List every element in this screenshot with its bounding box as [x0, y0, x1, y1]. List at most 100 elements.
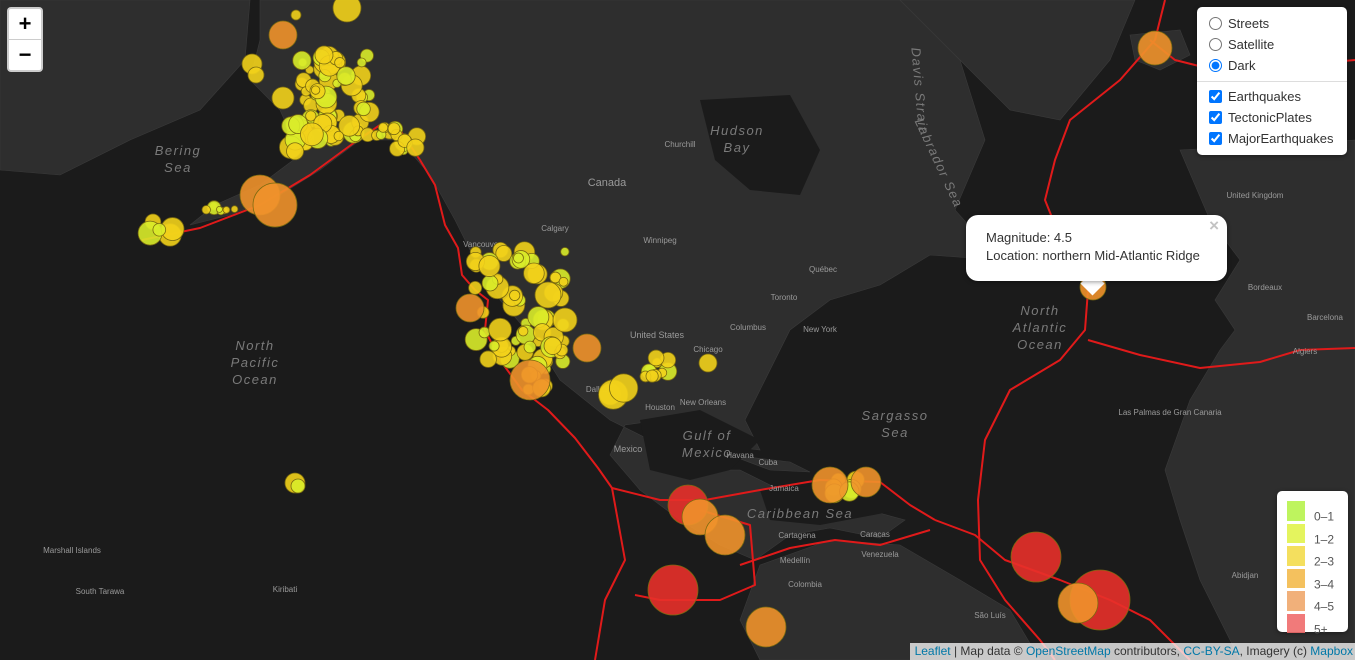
earthquake-marker[interactable] — [647, 349, 665, 367]
greenland — [899, 0, 1136, 121]
earthquake-marker[interactable] — [356, 101, 371, 117]
place-label: São Luís — [974, 611, 1006, 620]
earthquake-marker[interactable] — [523, 262, 545, 285]
legend-swatch — [1287, 523, 1305, 543]
earthquake-marker[interactable] — [572, 333, 602, 363]
place-label: Calgary — [541, 224, 569, 233]
earthquake-marker[interactable] — [1057, 582, 1099, 624]
earthquake-marker[interactable] — [609, 373, 639, 403]
earthquake-marker[interactable] — [1137, 30, 1173, 66]
earthquake-marker[interactable] — [455, 293, 485, 323]
earthquake-marker[interactable] — [290, 478, 306, 494]
earthquake-marker[interactable] — [478, 255, 501, 277]
earthquake-marker[interactable] — [698, 353, 718, 373]
attribution-link[interactable]: CC-BY-SA — [1183, 644, 1240, 658]
earthquake-marker[interactable] — [543, 336, 562, 355]
earthquake-marker[interactable] — [356, 57, 367, 68]
place-label: Churchill — [664, 140, 695, 149]
legend-label: 0–1 — [1314, 509, 1335, 524]
earthquake-marker[interactable] — [201, 205, 211, 215]
place-label: New Orleans — [680, 398, 726, 407]
earthquake-marker[interactable] — [509, 289, 521, 301]
earthquake-marker[interactable] — [523, 340, 537, 354]
earthquake-marker[interactable] — [314, 45, 334, 65]
earthquake-marker[interactable] — [647, 564, 699, 616]
earthquake-marker[interactable] — [513, 252, 524, 264]
earthquake-marker[interactable] — [333, 130, 344, 142]
earthquake-marker[interactable] — [292, 50, 312, 71]
earthquake-marker[interactable] — [549, 271, 562, 284]
plate-boundary — [1087, 339, 1355, 369]
earthquake-marker[interactable] — [1010, 531, 1062, 583]
earthquake-marker[interactable] — [534, 281, 562, 309]
earthquake-marker[interactable] — [377, 122, 389, 133]
ocean-label: Gulf of — [683, 428, 732, 443]
earthquake-marker[interactable] — [338, 115, 360, 137]
overlay-checkbox[interactable] — [1209, 111, 1222, 124]
ocean-label: Bering — [155, 143, 202, 158]
earthquake-marker[interactable] — [478, 326, 491, 339]
earthquake-marker[interactable] — [268, 20, 298, 50]
earthquake-marker[interactable] — [406, 138, 425, 157]
overlay-label: MajorEarthquakes — [1228, 131, 1334, 146]
earthquake-marker[interactable] — [481, 274, 499, 292]
earthquake-marker[interactable] — [336, 66, 356, 86]
plate-boundary — [141, 124, 613, 489]
earthquake-marker[interactable] — [332, 0, 362, 23]
earthquake-marker[interactable] — [230, 205, 239, 213]
earthquake-marker[interactable] — [479, 350, 497, 368]
earthquake-marker[interactable] — [252, 182, 298, 228]
overlay-checkbox[interactable] — [1209, 132, 1222, 145]
ocean-label: Atlantic — [1012, 320, 1068, 335]
base-layer-radio[interactable] — [1209, 59, 1222, 72]
earthquake-marker[interactable] — [334, 57, 346, 69]
earthquake-marker[interactable] — [216, 205, 223, 213]
base-layer-radio[interactable] — [1209, 17, 1222, 30]
earthquake-marker[interactable] — [488, 317, 512, 342]
legend-item: 4–5 — [1287, 591, 1338, 614]
legend-item: 3–4 — [1287, 568, 1338, 591]
earthquake-marker[interactable] — [509, 359, 551, 401]
earthquake-marker[interactable] — [305, 110, 317, 122]
earthquake-marker[interactable] — [704, 514, 746, 556]
earthquake-marker[interactable] — [387, 122, 401, 136]
place-label: Québec — [809, 265, 837, 274]
earthquake-marker[interactable] — [811, 466, 849, 504]
earthquake-marker[interactable] — [300, 122, 324, 147]
earthquake-marker[interactable] — [645, 369, 659, 383]
ocean-label: Ocean — [1017, 337, 1063, 352]
place-label: Dallas — [586, 385, 608, 394]
place-label: Mexico — [614, 444, 643, 454]
base-layer-label: Dark — [1228, 58, 1256, 73]
legend-item: 0–1 — [1287, 501, 1338, 524]
base-layer-radio[interactable] — [1209, 38, 1222, 51]
earthquake-marker[interactable] — [850, 466, 882, 498]
earthquake-marker[interactable] — [468, 280, 483, 295]
earthquake-marker[interactable] — [286, 142, 304, 161]
overlay-label: Earthquakes — [1228, 89, 1301, 104]
earthquake-marker[interactable] — [560, 247, 570, 257]
overlay-checkbox[interactable] — [1209, 90, 1222, 103]
earthquake-marker[interactable] — [290, 9, 302, 21]
place-label: Abidjan — [1232, 571, 1259, 580]
earthquake-marker[interactable] — [558, 276, 569, 287]
earthquake-marker[interactable] — [745, 606, 787, 648]
zoom-in[interactable]: + — [18, 11, 32, 36]
earthquake-marker[interactable] — [247, 66, 265, 84]
earthquake-marker[interactable] — [271, 86, 295, 110]
zoom-out[interactable]: − — [9, 39, 41, 70]
earthquake-marker[interactable] — [222, 206, 231, 214]
earthquake-marker[interactable] — [152, 222, 167, 237]
earthquake-marker[interactable] — [518, 326, 529, 337]
attribution-text: contributors, — [1110, 644, 1184, 658]
popup-close[interactable]: × — [1209, 216, 1219, 235]
attribution-link[interactable]: OpenStreetMap — [1025, 644, 1111, 658]
place-label: Algiers — [1293, 347, 1317, 356]
earthquake-marker[interactable] — [488, 340, 500, 352]
attribution-link[interactable]: Leaflet — [914, 644, 951, 658]
earthquake-marker[interactable] — [311, 85, 321, 95]
attribution-link[interactable]: Mapbox — [1310, 644, 1353, 658]
earthquake-marker[interactable] — [552, 307, 578, 333]
earthquake-marker[interactable] — [495, 245, 513, 262]
